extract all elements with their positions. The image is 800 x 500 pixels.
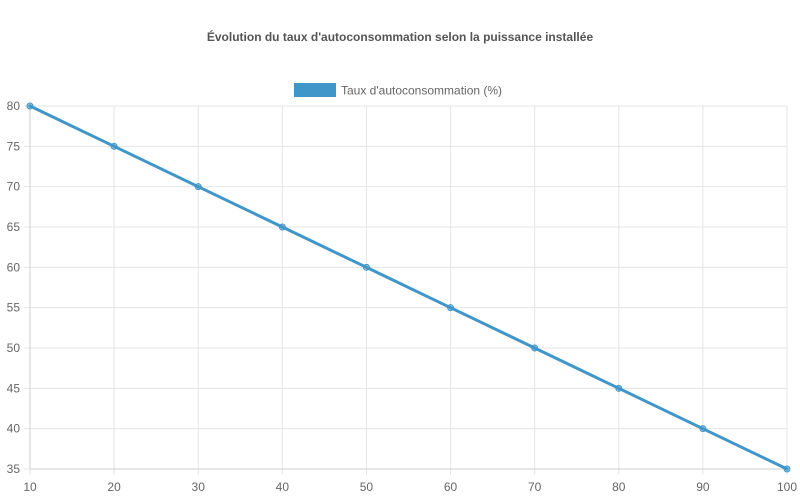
x-tick-label: 10 — [23, 480, 37, 494]
data-point[interactable] — [278, 223, 286, 231]
x-tick-label: 70 — [528, 480, 542, 494]
legend-label: Taux d'autoconsommation (%) — [341, 84, 502, 98]
data-point[interactable] — [26, 102, 34, 110]
x-tick-label: 90 — [696, 480, 710, 494]
chart-title: Évolution du taux d'autoconsommation sel… — [207, 29, 594, 44]
grid — [24, 105, 788, 475]
x-tick-label: 100 — [777, 480, 797, 494]
y-tick-label: 50 — [7, 341, 21, 355]
data-point[interactable] — [699, 425, 707, 433]
y-tick-label: 45 — [7, 381, 21, 395]
data-point[interactable] — [447, 304, 455, 312]
y-tick-label: 60 — [7, 260, 21, 274]
y-tick-label: 35 — [7, 462, 21, 476]
y-tick-label: 75 — [7, 139, 21, 153]
y-tick-label: 55 — [7, 301, 21, 315]
series-layer — [26, 102, 791, 473]
x-tick-label: 80 — [612, 480, 626, 494]
data-point[interactable] — [531, 344, 539, 352]
tick-labels: 10 20 30 40 50 60 70 80 90 100 35 40 45 50 55 60 65 70 75 8… — [7, 99, 798, 494]
y-tick-label: 80 — [7, 99, 21, 113]
axes — [29, 106, 787, 470]
data-point[interactable] — [615, 384, 623, 392]
data-point[interactable] — [110, 142, 118, 150]
legend[interactable]: Taux d'autoconsommation (%) — [294, 83, 502, 98]
x-tick-label: 60 — [444, 480, 458, 494]
y-tick-label: 40 — [7, 422, 21, 436]
x-tick-label: 50 — [360, 480, 374, 494]
data-point[interactable] — [783, 465, 791, 473]
series-line — [28, 104, 789, 471]
data-point[interactable] — [194, 183, 202, 191]
legend-swatch — [294, 83, 336, 97]
y-tick-label: 70 — [7, 180, 21, 194]
x-tick-label: 30 — [192, 480, 206, 494]
y-tick-label: 65 — [7, 220, 21, 234]
x-tick-label: 40 — [276, 480, 290, 494]
x-tick-label: 20 — [107, 480, 121, 494]
data-point[interactable] — [362, 263, 370, 271]
